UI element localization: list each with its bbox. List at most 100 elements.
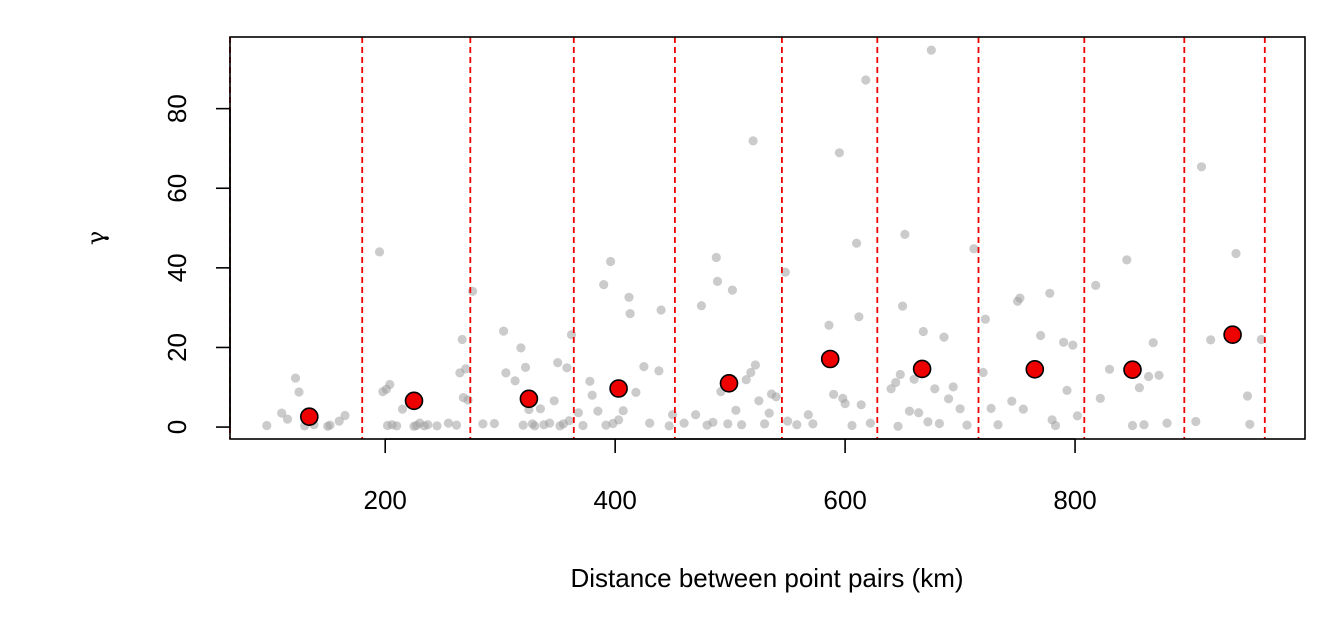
pair-point bbox=[639, 362, 649, 372]
pair-point bbox=[545, 418, 555, 428]
pair-point bbox=[1144, 371, 1154, 382]
pair-point bbox=[829, 389, 839, 399]
pair-point bbox=[900, 229, 910, 239]
x-tick-label: 200 bbox=[364, 485, 407, 515]
pair-point bbox=[290, 373, 301, 383]
pair-point bbox=[727, 285, 738, 295]
pair-point bbox=[1068, 340, 1078, 350]
pair-point bbox=[891, 377, 901, 388]
pair-point bbox=[1127, 420, 1138, 431]
pair-point bbox=[939, 332, 949, 342]
pair-point bbox=[516, 343, 526, 353]
pair-point bbox=[909, 374, 919, 384]
pair-point bbox=[737, 420, 747, 430]
pair-point bbox=[824, 320, 834, 330]
pair-point bbox=[463, 395, 473, 405]
y-tick-label: 80 bbox=[162, 94, 192, 123]
pair-point bbox=[1231, 248, 1241, 259]
pair-point bbox=[691, 410, 701, 420]
pair-point bbox=[1148, 338, 1158, 348]
pair-point bbox=[489, 418, 499, 429]
pair-point bbox=[549, 396, 559, 406]
pair-point bbox=[277, 408, 287, 418]
pair-point bbox=[1191, 416, 1201, 427]
pair-point bbox=[392, 421, 402, 431]
pair-point bbox=[461, 364, 471, 374]
pair-point bbox=[760, 419, 770, 429]
pair-point bbox=[606, 256, 616, 267]
pair-point bbox=[803, 410, 813, 420]
pair-point bbox=[618, 406, 628, 416]
pair-point bbox=[1095, 393, 1105, 403]
pair-point bbox=[1162, 418, 1172, 428]
pair-point bbox=[948, 382, 958, 392]
pair-point bbox=[1134, 383, 1144, 393]
pair-point bbox=[656, 305, 666, 315]
pair-point bbox=[578, 420, 588, 431]
pair-point bbox=[893, 421, 903, 431]
pair-point bbox=[847, 420, 857, 431]
pair-point bbox=[325, 420, 335, 430]
pair-point bbox=[432, 421, 442, 431]
pair-point bbox=[593, 406, 603, 416]
pair-point bbox=[520, 362, 531, 372]
pair-point bbox=[771, 392, 781, 402]
pair-point bbox=[986, 403, 996, 413]
pair-point bbox=[834, 148, 845, 158]
pair-point bbox=[1091, 280, 1101, 290]
pair-point bbox=[599, 280, 609, 290]
pair-point bbox=[895, 369, 905, 380]
pair-point bbox=[840, 399, 850, 409]
pair-point bbox=[918, 326, 928, 337]
pair-point bbox=[764, 408, 774, 418]
pair-point bbox=[1036, 330, 1046, 341]
pair-point bbox=[587, 390, 597, 400]
pair-point bbox=[625, 309, 635, 319]
pair-point bbox=[631, 387, 641, 397]
pair-point bbox=[904, 406, 915, 416]
pair-point bbox=[397, 404, 408, 414]
pair-point bbox=[478, 419, 488, 429]
pair-point bbox=[731, 405, 741, 415]
x-tick-label: 800 bbox=[1053, 485, 1096, 515]
pair-point bbox=[926, 45, 936, 55]
x-tick-label: 600 bbox=[823, 485, 866, 515]
pair-point bbox=[886, 384, 896, 394]
pair-point bbox=[423, 420, 433, 430]
pair-point bbox=[1122, 255, 1132, 265]
pair-point bbox=[282, 414, 293, 424]
pair-point bbox=[1256, 334, 1266, 345]
y-tick-label: 20 bbox=[162, 333, 192, 362]
pair-point bbox=[564, 416, 574, 426]
pair-point bbox=[783, 416, 793, 426]
pair-point bbox=[865, 418, 876, 428]
pair-point bbox=[501, 368, 511, 378]
pair-point bbox=[585, 376, 595, 386]
pair-point bbox=[898, 301, 908, 311]
y-axis-title: γ bbox=[82, 231, 110, 245]
pair-points-layer bbox=[262, 45, 1266, 431]
bin-break-lines-layer bbox=[229, 37, 1266, 439]
pair-point bbox=[679, 418, 689, 428]
pair-point bbox=[530, 421, 540, 431]
binned-point bbox=[299, 407, 319, 427]
pair-point bbox=[499, 326, 509, 336]
y-axis: 0 20 40 60 80 bbox=[162, 94, 231, 434]
pair-point bbox=[614, 415, 624, 425]
pair-point bbox=[723, 419, 733, 429]
pair-point bbox=[852, 238, 862, 248]
binned-point bbox=[1025, 359, 1045, 379]
pair-point bbox=[457, 334, 467, 345]
binned-point bbox=[912, 359, 932, 379]
pair-point bbox=[624, 292, 634, 302]
pair-point bbox=[601, 420, 611, 430]
pair-point bbox=[443, 418, 453, 428]
pair-point bbox=[993, 420, 1003, 430]
pair-point bbox=[1045, 288, 1055, 298]
binned-point bbox=[1223, 325, 1242, 345]
pair-point bbox=[1245, 419, 1255, 429]
pair-point bbox=[1139, 420, 1149, 430]
pair-point bbox=[1104, 364, 1115, 374]
